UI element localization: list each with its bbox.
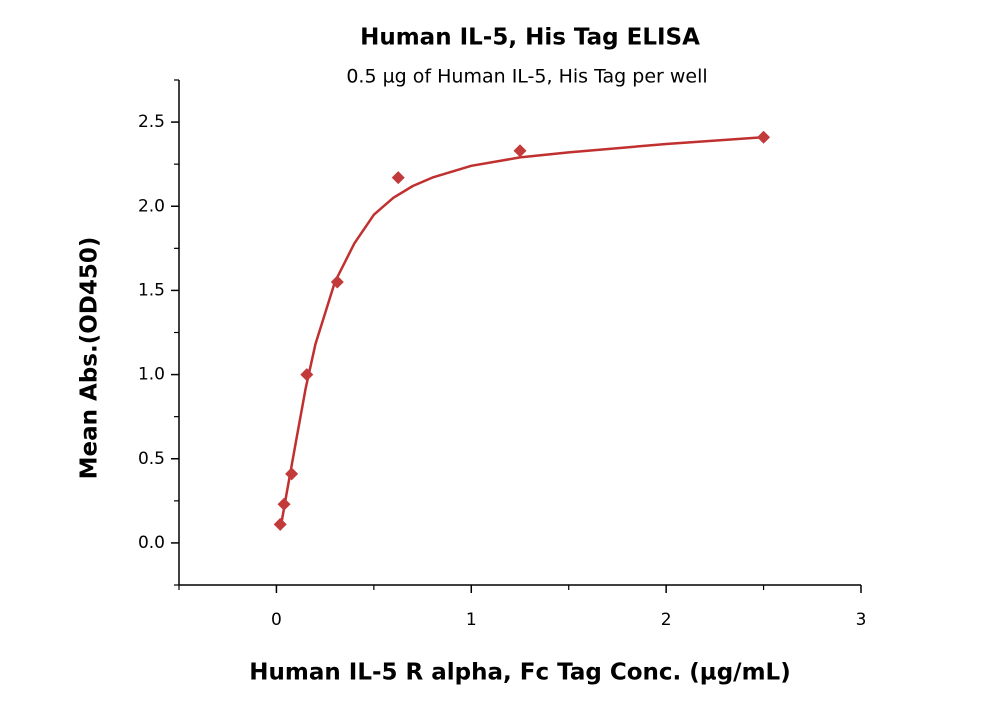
x-tick-label: 0 <box>271 610 282 630</box>
y-tick-label: 2.0 <box>138 196 165 216</box>
data-point <box>285 467 299 481</box>
data-point <box>391 171 405 185</box>
data-point <box>513 144 527 158</box>
y-tick-label: 0.5 <box>138 449 165 469</box>
data-point <box>277 497 291 511</box>
fit-curve <box>279 135 764 530</box>
data-point <box>330 275 344 289</box>
x-tick-label: 2 <box>661 610 672 630</box>
y-tick-label: 0.0 <box>138 533 165 553</box>
x-axis-label: Human IL-5 R alpha, Fc Tag Conc. (µg/mL) <box>249 660 790 686</box>
chart-subtitle: 0.5 µg of Human IL-5, His Tag per well <box>346 66 707 88</box>
data-point <box>300 368 314 382</box>
y-tick-label: 1.5 <box>138 280 165 300</box>
y-tick-label: 1.0 <box>138 365 165 385</box>
data-point <box>757 130 771 144</box>
y-axis-label: Mean Abs.(OD450) <box>77 237 103 480</box>
x-tick-label: 3 <box>856 610 867 630</box>
data-point <box>273 517 287 531</box>
y-tick-label: 2.5 <box>138 112 165 132</box>
x-tick-label: 1 <box>466 610 477 630</box>
chart-title: Human IL-5, His Tag ELISA <box>360 25 700 51</box>
